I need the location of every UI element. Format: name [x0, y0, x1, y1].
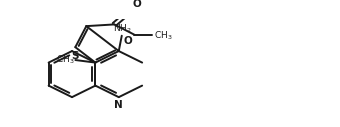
Text: NH$_2$: NH$_2$: [114, 22, 132, 35]
Text: S: S: [71, 51, 79, 61]
Text: O: O: [132, 0, 141, 9]
Text: CH$_3$: CH$_3$: [154, 29, 173, 42]
Text: N: N: [114, 100, 123, 110]
Text: CH$_3$: CH$_3$: [56, 54, 74, 66]
Text: O: O: [123, 36, 132, 46]
